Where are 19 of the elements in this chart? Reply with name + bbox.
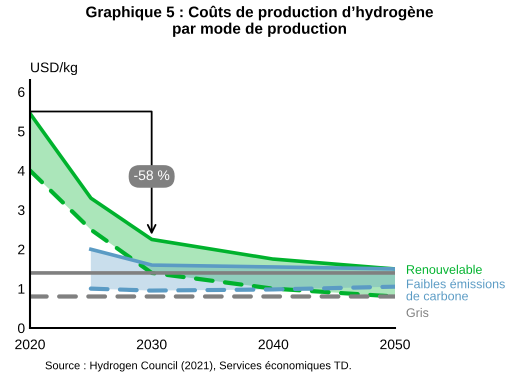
y-axis-title: USD/kg xyxy=(31,62,77,76)
y-tick-label: 3 xyxy=(18,205,25,216)
source-note: Source : Hydrogen Council (2021), Services économiques TD. xyxy=(46,361,351,372)
y-tick-label: 4 xyxy=(18,166,25,176)
x-tick-label: 2040 xyxy=(258,339,288,350)
x-tick-label: 2020 xyxy=(15,339,45,350)
chart-title: Graphique 5 : Coûts de production d’hydrogène par mode de production xyxy=(86,6,433,37)
y-tick-label: 6 xyxy=(18,87,25,97)
line-series xyxy=(89,247,395,271)
y-tick-label: 1 xyxy=(18,284,24,294)
y-tick-label: 2 xyxy=(18,244,24,254)
x-tick-label: 2050 xyxy=(380,339,410,350)
y-tick-label: 5 xyxy=(18,126,25,136)
series-label: Faibles émissions de carbone xyxy=(406,278,505,300)
series-label: Renouvelable xyxy=(406,264,482,274)
x-tick-label: 2030 xyxy=(136,339,167,350)
annotation: -58 % xyxy=(134,170,170,180)
text: Gris xyxy=(406,308,428,318)
y-tick-label: 0 xyxy=(18,323,25,334)
